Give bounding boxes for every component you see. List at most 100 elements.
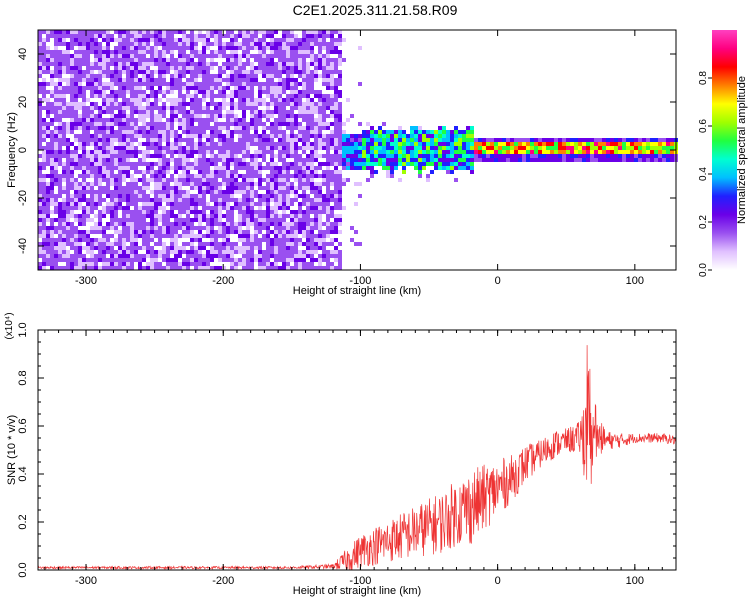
spectrogram-cell	[262, 98, 266, 102]
spectrogram-cell	[338, 166, 342, 170]
spectrogram-cell	[246, 250, 250, 254]
spectrogram-cell	[98, 190, 102, 194]
spectrogram-cell	[118, 50, 122, 54]
spectrogram-cell	[110, 118, 114, 122]
spectrogram-cell	[290, 254, 294, 258]
spectrogram-cell	[398, 150, 402, 154]
spectrogram-cell	[38, 182, 42, 186]
spectrogram-cell	[270, 230, 274, 234]
spectrogram-cell	[102, 58, 106, 62]
spectrogram-cell	[146, 138, 150, 142]
spectrogram-cell	[86, 218, 90, 222]
spectrogram-cell	[130, 102, 134, 106]
spectrogram-cell	[262, 114, 266, 118]
spectrogram-cell	[206, 250, 210, 254]
spectrogram-cell	[158, 138, 162, 142]
spectrogram-cell	[214, 70, 218, 74]
spectrogram-cell	[126, 122, 130, 126]
spectrogram-cell	[394, 158, 398, 162]
spectrogram-cell	[106, 254, 110, 258]
spectrogram-cell	[258, 182, 262, 186]
spectrogram-cell	[98, 182, 102, 186]
spectrogram-cell	[294, 66, 298, 70]
spectrogram-cell	[318, 38, 322, 42]
spectrogram-cell	[182, 174, 186, 178]
spectrogram-cell	[210, 246, 214, 250]
spectrogram-cell	[238, 174, 242, 178]
spectrogram-cell	[242, 254, 246, 258]
spectrogram-cell	[226, 230, 230, 234]
spectrogram-cell	[250, 54, 254, 58]
spectrogram-cell	[218, 110, 222, 114]
spectrogram-cell	[118, 186, 122, 190]
spectrogram-cell	[230, 198, 234, 202]
spectrogram-cell	[42, 142, 46, 146]
spectrogram-cell	[458, 166, 462, 170]
spectrogram-cell	[398, 154, 402, 158]
spectrogram-cell	[218, 138, 222, 142]
spectrogram-cell	[158, 134, 162, 138]
spectrogram-cell	[286, 266, 290, 270]
spectrogram-cell	[410, 134, 414, 138]
spectrogram-cell	[274, 258, 278, 262]
spectrogram-cell	[42, 254, 46, 258]
spectrogram-cell	[210, 170, 214, 174]
spectrogram-cell	[170, 42, 174, 46]
spectrogram-cell	[334, 58, 338, 62]
spectrogram-cell	[150, 242, 154, 246]
spectrogram-cell	[38, 146, 42, 150]
spectrogram-cell	[114, 146, 118, 150]
spectrogram-cell	[102, 158, 106, 162]
spectrogram-cell	[166, 150, 170, 154]
spectrogram-cell	[38, 114, 42, 118]
spectrogram-cell	[306, 34, 310, 38]
spectrogram-cell	[166, 114, 170, 118]
spectrogram-cell	[102, 90, 106, 94]
spectrogram-cell	[66, 222, 70, 226]
spectrogram-cell	[142, 254, 146, 258]
spectrogram-cell	[214, 186, 218, 190]
spectrogram-cell	[266, 226, 270, 230]
spectrogram-cell	[226, 162, 230, 166]
spectrogram-cell	[106, 98, 110, 102]
spectrogram-cell	[406, 154, 410, 158]
spectrogram-cell	[222, 114, 226, 118]
spectrogram-cell	[258, 226, 262, 230]
spectrogram-cell	[266, 130, 270, 134]
spectrogram-cell	[106, 146, 110, 150]
spectrogram-cell	[170, 234, 174, 238]
spectrogram-cell	[286, 46, 290, 50]
spectrogram-cell	[78, 126, 82, 130]
spectrogram-cell	[398, 138, 402, 142]
spectrogram-cell	[234, 218, 238, 222]
spectrogram-cell	[310, 142, 314, 146]
spectrogram-cell	[42, 58, 46, 62]
spectrogram-cell	[50, 254, 54, 258]
spectrogram-cell	[94, 58, 98, 62]
spectrogram-cell	[78, 246, 82, 250]
spectrogram-cell	[126, 234, 130, 238]
spectrogram-cell	[418, 126, 422, 130]
spectrogram-cell	[142, 74, 146, 78]
spectrogram-cell	[302, 202, 306, 206]
spectrogram-cell	[130, 86, 134, 90]
spectrogram-cell	[222, 46, 226, 50]
spectrogram-cell	[174, 38, 178, 42]
spectrogram-cell	[298, 106, 302, 110]
spectrogram-cell	[354, 182, 358, 186]
spectrogram-cell	[330, 30, 334, 34]
spectrogram-cell	[270, 242, 274, 246]
spectrogram-cell	[174, 166, 178, 170]
spectrogram-cell	[262, 150, 266, 154]
spectrogram-cell	[178, 42, 182, 46]
spectrogram-cell	[130, 150, 134, 154]
spectrogram-cell	[362, 166, 366, 170]
spectrogram-cell	[42, 102, 46, 106]
spectrogram-cell	[350, 142, 354, 146]
spectrogram-cell	[294, 250, 298, 254]
spectrogram-cell	[318, 66, 322, 70]
spectrogram-cell	[62, 98, 66, 102]
spectrogram-cell	[214, 58, 218, 62]
spectrogram-cell	[222, 218, 226, 222]
spectrogram-cell	[330, 254, 334, 258]
